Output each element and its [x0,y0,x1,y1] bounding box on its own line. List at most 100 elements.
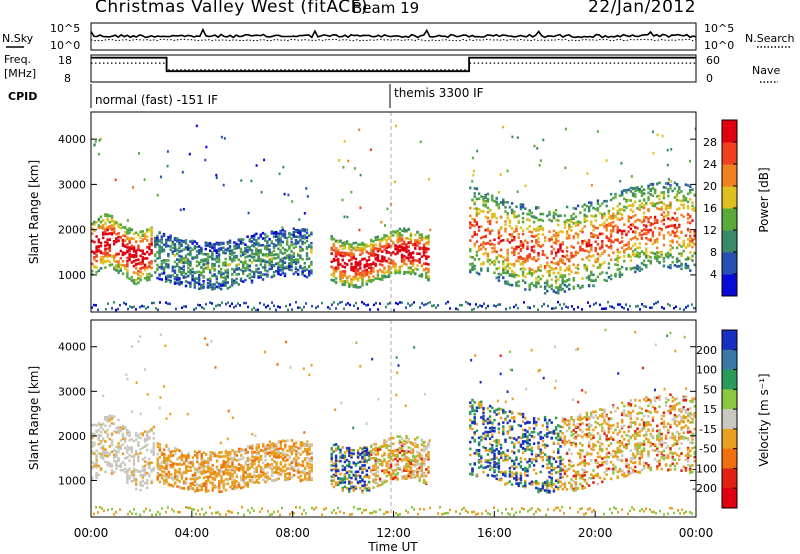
echo-cell [266,246,269,249]
echo-cell [620,265,624,269]
echo-cell [510,283,514,287]
echo-cell [220,267,223,271]
echo-cell [266,235,269,238]
echo-cell [200,470,203,474]
echo-cell [570,220,573,223]
echo-cell [104,448,107,451]
echo-cell [579,248,582,252]
echo-cell [204,465,208,468]
echo-cell [279,232,282,236]
echo-cell [664,253,668,256]
echo-cell [279,259,282,263]
echo-cell [473,207,476,210]
echo-cell [220,275,223,279]
echo-cell [418,239,421,243]
echo-cell [640,229,644,233]
echo-cell [473,257,476,261]
echo-cell [93,443,96,447]
echo-cell [352,242,355,245]
echo-cell [200,284,203,288]
echo-cell [102,256,105,260]
echo-cell [651,194,655,197]
echo-cell [156,452,159,456]
echo-cell [195,124,198,128]
echo-cell [660,205,663,209]
echo-cell [493,215,496,218]
echo-cell [257,242,260,245]
echo-cell [508,241,512,244]
echo-cell [188,152,191,156]
echo-cell [117,442,120,445]
echo-cell [385,239,388,242]
echo-cell [174,449,177,453]
echo-cell [559,288,562,292]
echo-cell [117,459,120,462]
echo-cell [179,208,182,212]
echo-cell [583,249,586,252]
echo-cell [552,241,556,244]
echo-cell [407,249,410,253]
echo-cell [193,286,196,289]
echo-cell [356,261,360,265]
echo-cell [184,258,188,262]
echo-cell [539,212,542,216]
echo-cell [150,470,153,473]
echo-cell [504,210,507,213]
echo-cell [286,256,289,260]
echo-cell [618,267,622,271]
echo-cell [568,227,571,231]
echo-cell [517,219,520,223]
cpid-label: CPID [8,90,37,103]
echo-cell [513,212,516,215]
echo-cell [268,258,271,261]
echo-cell [301,234,304,238]
echo-cell [163,454,166,458]
echo-cell [104,418,107,421]
echo-cell [381,274,384,278]
echo-cell [510,273,514,276]
echo-cell [106,259,109,262]
echo-cell [231,466,234,470]
echo-cell [167,238,170,241]
echo-cell [107,302,109,305]
echo-cell [239,247,243,251]
echo-cell [139,481,142,484]
echo-cell [332,267,336,270]
echo-cell [353,304,355,307]
echo-cell [581,240,584,243]
echo-cell [130,473,133,477]
echo-cell [378,243,382,246]
echo-cell [341,273,344,276]
echo-cell [104,228,107,231]
echo-cell [354,246,358,249]
echo-cell [554,281,558,285]
echo-cell [283,266,287,269]
echo-cell [231,258,234,262]
echo-cell [158,480,162,484]
echo-cell [310,231,313,234]
echo-cell [165,244,168,248]
echo-cell [148,228,151,232]
echo-cell [354,262,358,266]
echo-cell [414,259,417,262]
echo-cell [265,305,267,309]
echo-cell [612,240,615,244]
echo-cell [407,302,409,305]
echo-cell [623,251,626,254]
echo-cell [138,152,140,155]
echo-cell [559,266,562,269]
echo-cell [137,262,140,265]
echo-cell [620,273,624,276]
echo-cell [195,255,199,258]
echo-cell [482,197,485,200]
echo-cell [469,222,472,226]
echo-cell [405,229,408,232]
echo-cell [396,248,399,251]
echo-cell [420,233,424,236]
echo-cell [286,240,289,243]
echo-cell [246,245,249,248]
echo-cell [576,271,580,275]
echo-cell [330,260,333,264]
echo-cell [99,267,103,270]
